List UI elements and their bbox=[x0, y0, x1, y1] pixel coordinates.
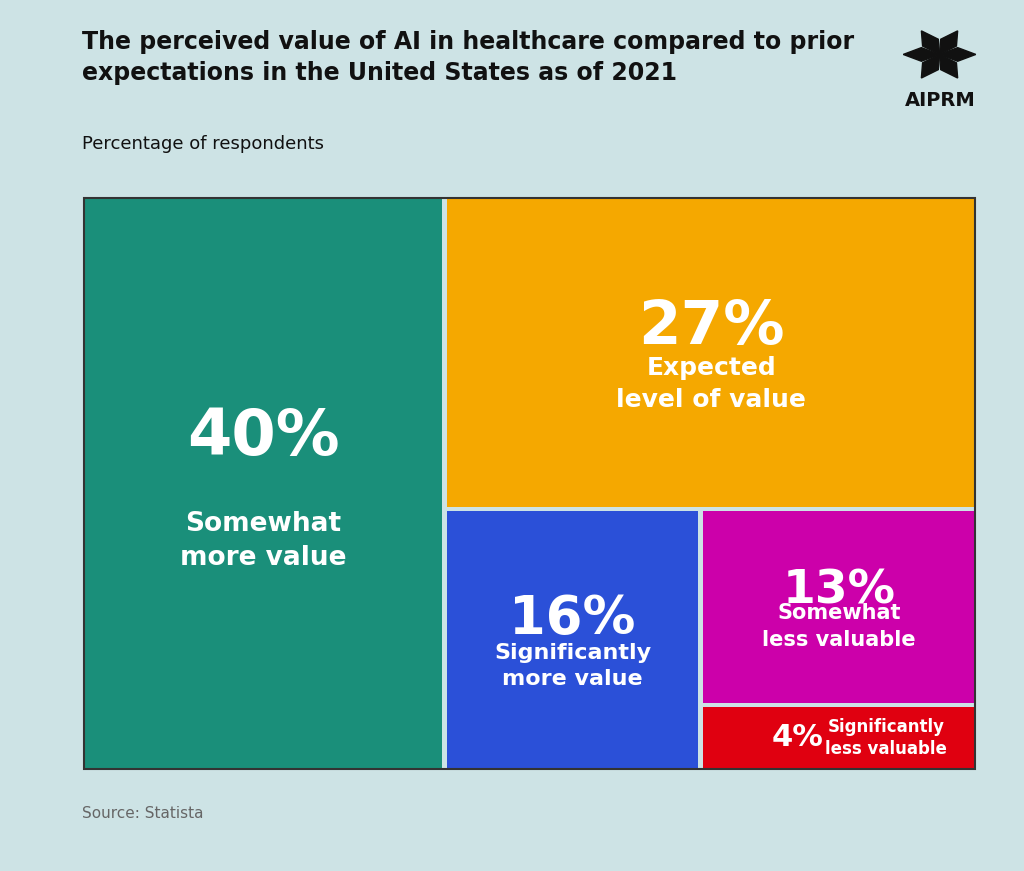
Text: Expected
level of value: Expected level of value bbox=[616, 356, 806, 412]
Text: Somewhat
more value: Somewhat more value bbox=[180, 511, 346, 571]
Text: Source: Statista: Source: Statista bbox=[82, 806, 204, 820]
Text: Significantly
more value: Significantly more value bbox=[494, 643, 651, 690]
Polygon shape bbox=[940, 48, 976, 61]
Polygon shape bbox=[922, 30, 940, 54]
Text: 4%: 4% bbox=[771, 723, 823, 753]
Bar bbox=[84, 199, 442, 769]
Polygon shape bbox=[940, 54, 957, 78]
Polygon shape bbox=[940, 30, 957, 54]
Text: Somewhat
less valuable: Somewhat less valuable bbox=[762, 604, 915, 650]
Text: AIPRM: AIPRM bbox=[904, 91, 976, 111]
Bar bbox=[447, 199, 975, 507]
Polygon shape bbox=[903, 48, 940, 61]
Bar bbox=[702, 707, 975, 769]
Bar bbox=[702, 511, 975, 703]
Text: 16%: 16% bbox=[509, 593, 636, 645]
Polygon shape bbox=[922, 54, 940, 78]
Bar bbox=[84, 199, 975, 769]
Text: The perceived value of AI in healthcare compared to prior
expectations in the Un: The perceived value of AI in healthcare … bbox=[82, 30, 854, 85]
Text: 27%: 27% bbox=[638, 298, 784, 357]
Bar bbox=[447, 511, 697, 769]
Text: 40%: 40% bbox=[187, 407, 340, 469]
Text: Significantly
less valuable: Significantly less valuable bbox=[825, 718, 947, 758]
Text: Percentage of respondents: Percentage of respondents bbox=[82, 135, 324, 153]
Text: 13%: 13% bbox=[782, 569, 896, 614]
